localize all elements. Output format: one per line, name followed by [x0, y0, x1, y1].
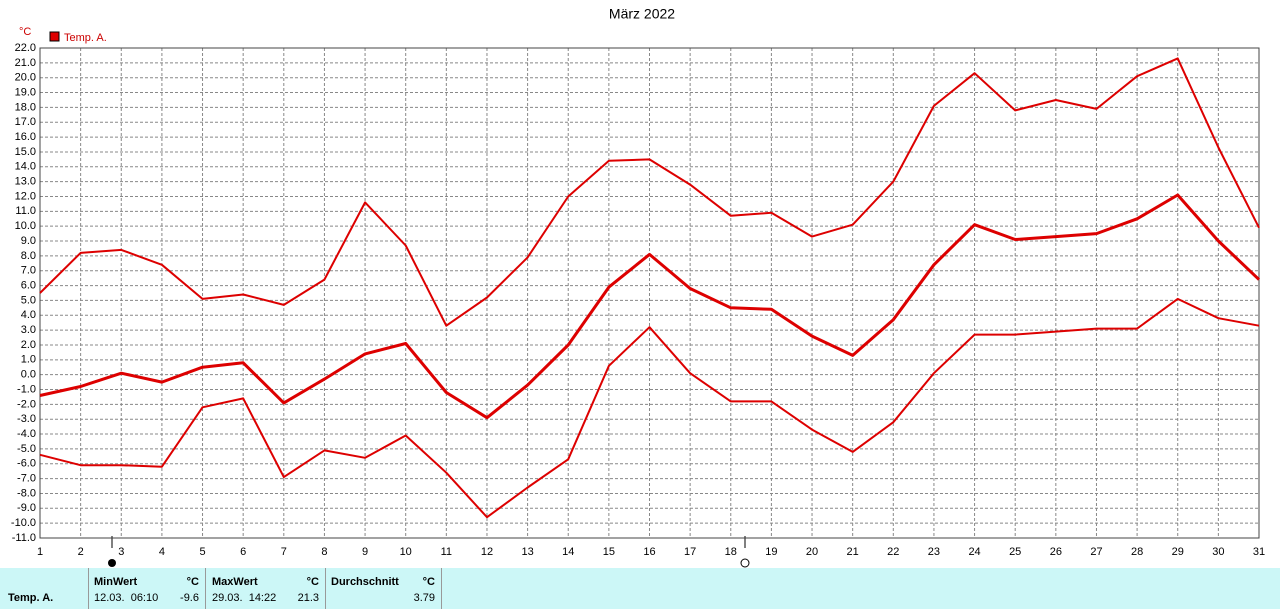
y-tick-label: 5.0 [21, 294, 36, 306]
max-cell: MaxWert °C 29.03. 14:22 21.3 [206, 568, 326, 609]
x-tick-label: 2 [78, 546, 84, 558]
max-time: 29.03. 14:22 [212, 592, 277, 604]
max-unit: °C [306, 576, 319, 588]
y-tick-label: -11.0 [12, 532, 36, 544]
y-tick-label: 0.0 [21, 369, 36, 381]
max-title: MaxWert [212, 576, 258, 588]
x-tick-label: 8 [321, 546, 327, 558]
x-tick-label: 24 [968, 546, 980, 558]
y-tick-label: 15.0 [15, 146, 36, 158]
y-tick-label: -3.0 [17, 413, 36, 425]
x-tick-label: 4 [159, 546, 165, 558]
max-value: 21.3 [297, 592, 319, 604]
x-tick-label: 7 [281, 546, 287, 558]
x-tick-label: 25 [1009, 546, 1021, 558]
y-tick-label: -5.0 [17, 443, 36, 455]
y-tick-label: 20.0 [15, 72, 36, 84]
x-tick-label: 30 [1212, 546, 1224, 558]
y-tick-label: 19.0 [15, 86, 36, 98]
chart: März 2022 °C Temp. A. 22.021.020.019.018… [11, 6, 1265, 568]
x-tick-label: 29 [1172, 546, 1184, 558]
y-tick-label: 14.0 [15, 161, 36, 173]
x-tick-label: 5 [199, 546, 205, 558]
row-label-cell: Temp. A. [0, 568, 89, 609]
y-tick-label: 2.0 [21, 339, 36, 351]
row-label: Temp. A. [8, 592, 54, 604]
y-tick-label: -4.0 [17, 428, 36, 440]
x-tick-label: 3 [118, 546, 124, 558]
legend-swatch [49, 31, 60, 42]
x-tick-label: 28 [1131, 546, 1143, 558]
y-tick-label: 8.0 [21, 250, 36, 262]
x-tick-label: 13 [521, 546, 533, 558]
x-tick-label: 11 [441, 546, 452, 558]
x-tick-label: 27 [1090, 546, 1102, 558]
chart-title: März 2022 [609, 6, 675, 22]
stats-panel: Temp. A. MinWert °C 12.03. 06:10 -9.6 Ma… [0, 568, 1280, 609]
y-tick-label: 12.0 [15, 190, 36, 202]
x-tick-label: 17 [684, 546, 696, 558]
avg-title: Durchschnitt [331, 576, 399, 588]
min-unit: °C [186, 576, 199, 588]
x-tick-label: 26 [1050, 546, 1062, 558]
y-tick-label: 22.0 [15, 42, 36, 54]
y-tick-label: 1.0 [21, 354, 36, 366]
new-moon [108, 559, 116, 567]
y-tick-label: -10.0 [11, 517, 36, 529]
x-tick-label: 16 [643, 546, 655, 558]
y-tick-label: 7.0 [21, 265, 36, 277]
min-title: MinWert [94, 576, 138, 588]
y-tick-label: 3.0 [21, 324, 36, 336]
y-tick-label: -9.0 [17, 502, 36, 514]
x-tick-label: 15 [603, 546, 615, 558]
x-tick-label: 12 [481, 546, 493, 558]
min-time: 12.03. 06:10 [94, 592, 159, 604]
x-tick-label: 21 [847, 546, 859, 558]
x-tick-label: 9 [362, 546, 368, 558]
y-tick-label: 18.0 [15, 101, 36, 113]
avg-cell: Durchschnitt °C 3.79 [326, 568, 442, 609]
avg-value: 3.79 [413, 592, 435, 604]
min-cell: MinWert °C 12.03. 06:10 -9.6 [88, 568, 206, 609]
y-tick-label: 13.0 [15, 176, 36, 188]
x-tick-label: 6 [240, 546, 246, 558]
x-tick-label: 1 [37, 546, 43, 558]
y-tick-label: -8.0 [17, 487, 36, 499]
x-tick-label: 22 [887, 546, 899, 558]
y-axis-unit: °C [19, 26, 31, 38]
legend-label: Temp. A. [64, 32, 107, 44]
avg-unit: °C [422, 576, 435, 588]
x-tick-label: 19 [765, 546, 777, 558]
y-tick-label: -6.0 [17, 458, 36, 470]
y-tick-label: 16.0 [15, 131, 36, 143]
x-tick-label: 18 [725, 546, 737, 558]
x-tick-label: 31 [1253, 546, 1265, 558]
temperature-line [39, 193, 1261, 420]
min-value: -9.6 [180, 592, 199, 604]
y-tick-label: -2.0 [17, 398, 36, 410]
y-tick-label: 11.0 [15, 205, 36, 217]
temperature-line [39, 57, 1260, 327]
y-tick-label: 17.0 [15, 116, 36, 128]
y-tick-label: -7.0 [17, 473, 36, 485]
x-tick-label: 10 [400, 546, 412, 558]
x-tick-label: 20 [806, 546, 818, 558]
y-tick-label: 21.0 [15, 57, 36, 69]
moon-icons [108, 536, 750, 568]
y-tick-label: 6.0 [21, 279, 36, 291]
y-tick-label: 4.0 [21, 309, 36, 321]
y-tick-label: -1.0 [17, 383, 36, 395]
y-tick-label: 9.0 [21, 235, 36, 247]
x-tick-label: 23 [928, 546, 940, 558]
temperature-line [39, 297, 1260, 519]
y-tick-label: 10.0 [15, 220, 36, 232]
full-moon [740, 558, 750, 568]
x-tick-label: 14 [562, 546, 574, 558]
